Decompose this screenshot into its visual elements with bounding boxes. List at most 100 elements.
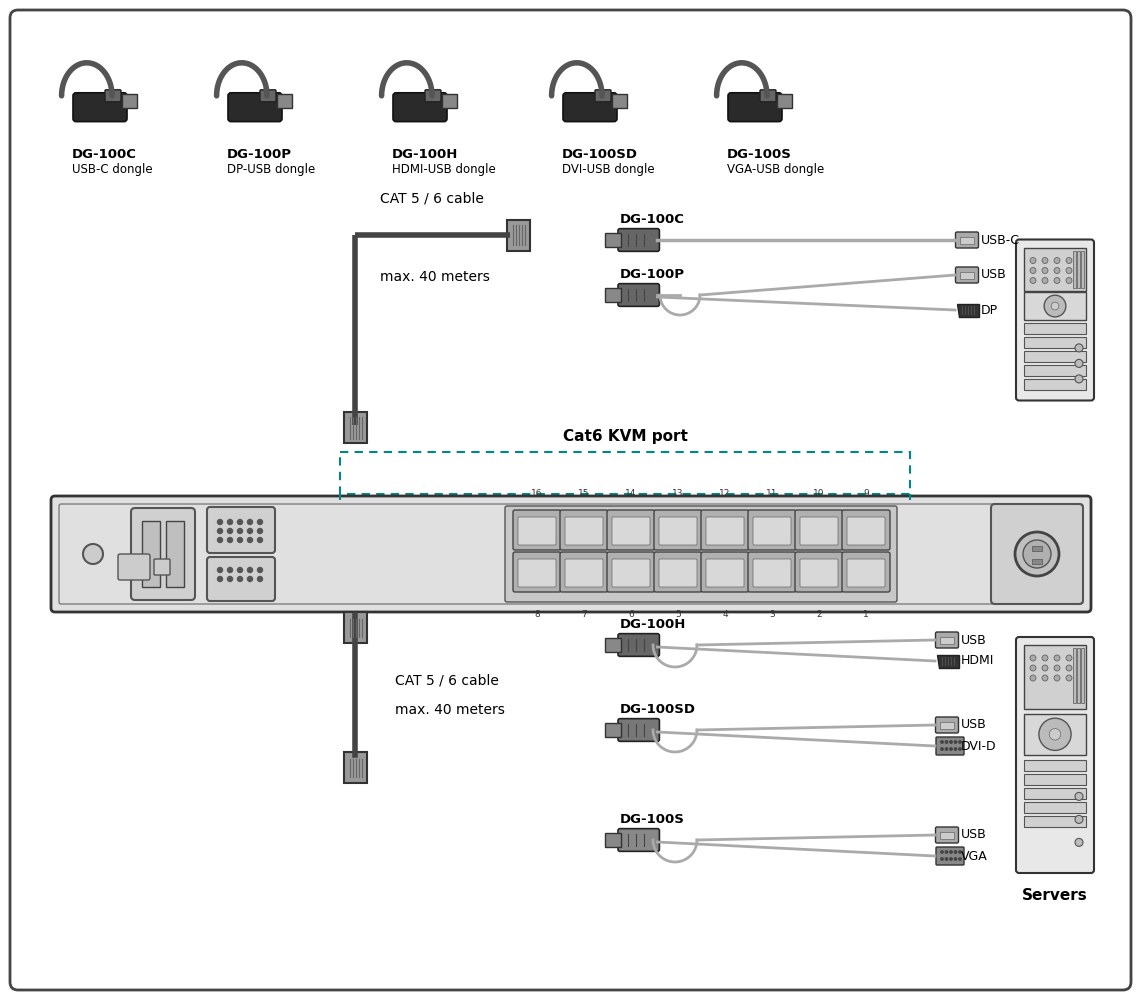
FancyBboxPatch shape [701, 510, 748, 550]
Text: 6: 6 [629, 610, 634, 619]
Circle shape [945, 741, 948, 743]
Circle shape [945, 851, 948, 853]
Bar [940, 832, 954, 838]
Bar [940, 722, 954, 728]
Text: 3: 3 [769, 610, 775, 619]
Text: 14: 14 [625, 489, 637, 498]
Text: DG-100S: DG-100S [620, 813, 685, 826]
Circle shape [83, 544, 103, 564]
Circle shape [1023, 540, 1051, 568]
Text: VGA-USB dongle: VGA-USB dongle [727, 163, 824, 176]
Text: 7: 7 [581, 610, 586, 619]
FancyBboxPatch shape [659, 517, 697, 545]
Circle shape [218, 528, 222, 534]
Text: DG-100S: DG-100S [727, 148, 792, 161]
Circle shape [1066, 257, 1073, 263]
FancyBboxPatch shape [618, 634, 659, 656]
Text: 11: 11 [767, 489, 778, 498]
FancyBboxPatch shape [701, 552, 748, 592]
Text: 16: 16 [532, 489, 543, 498]
Circle shape [1066, 655, 1073, 661]
Circle shape [1030, 655, 1036, 661]
Circle shape [945, 858, 948, 860]
Text: 12: 12 [719, 489, 730, 498]
Circle shape [1075, 375, 1083, 383]
Circle shape [1015, 532, 1059, 576]
Text: DVI-D: DVI-D [961, 740, 996, 752]
Circle shape [258, 528, 262, 534]
Bar [1023, 351, 1086, 362]
Circle shape [941, 741, 944, 743]
FancyBboxPatch shape [606, 288, 621, 302]
Bar [1023, 802, 1086, 813]
FancyBboxPatch shape [518, 517, 556, 545]
FancyBboxPatch shape [141, 521, 160, 587]
FancyBboxPatch shape [207, 557, 275, 601]
Text: Servers: Servers [1022, 888, 1087, 903]
FancyBboxPatch shape [842, 510, 890, 550]
FancyBboxPatch shape [393, 93, 447, 122]
Circle shape [248, 568, 252, 572]
Text: DG-100H: DG-100H [393, 148, 459, 161]
Circle shape [248, 538, 252, 542]
Circle shape [1066, 267, 1073, 273]
Circle shape [1044, 295, 1066, 317]
FancyBboxPatch shape [760, 90, 776, 102]
Circle shape [1054, 277, 1060, 284]
Bar [1081, 648, 1084, 703]
FancyBboxPatch shape [607, 552, 655, 592]
FancyBboxPatch shape [847, 559, 885, 587]
Circle shape [218, 520, 222, 524]
Text: 10: 10 [814, 489, 825, 498]
FancyBboxPatch shape [424, 90, 442, 102]
Circle shape [1066, 675, 1073, 681]
FancyBboxPatch shape [654, 552, 702, 592]
Circle shape [227, 538, 233, 542]
Circle shape [248, 528, 252, 534]
Text: DP-USB dongle: DP-USB dongle [227, 163, 315, 176]
Bar [1077, 250, 1081, 288]
FancyBboxPatch shape [800, 559, 837, 587]
Circle shape [1066, 277, 1073, 284]
Text: max. 40 meters: max. 40 meters [380, 270, 489, 284]
Circle shape [1075, 838, 1083, 846]
FancyBboxPatch shape [565, 559, 602, 587]
Circle shape [1042, 267, 1047, 273]
FancyBboxPatch shape [936, 717, 958, 733]
Circle shape [1050, 729, 1061, 740]
FancyBboxPatch shape [507, 220, 529, 250]
Circle shape [1030, 665, 1036, 671]
Bar [1023, 714, 1086, 755]
Text: USB: USB [961, 718, 987, 732]
FancyBboxPatch shape [607, 510, 655, 550]
Text: USB-C: USB-C [981, 233, 1020, 246]
Circle shape [949, 748, 953, 750]
Circle shape [1054, 675, 1060, 681]
Text: 8: 8 [534, 610, 540, 619]
FancyBboxPatch shape [154, 559, 170, 575]
Text: 4: 4 [722, 610, 728, 619]
Circle shape [941, 851, 944, 853]
FancyBboxPatch shape [753, 559, 791, 587]
Text: 13: 13 [672, 489, 683, 498]
Circle shape [237, 528, 243, 534]
FancyBboxPatch shape [842, 552, 890, 592]
Text: 15: 15 [578, 489, 590, 498]
Text: USB-C dongle: USB-C dongle [72, 163, 153, 176]
FancyBboxPatch shape [795, 510, 843, 550]
Circle shape [258, 538, 262, 542]
Bar [1023, 774, 1086, 785]
FancyBboxPatch shape [955, 232, 979, 248]
Text: VGA: VGA [961, 850, 988, 862]
Bar [1023, 788, 1086, 799]
Circle shape [1042, 665, 1047, 671]
FancyBboxPatch shape [795, 552, 843, 592]
FancyBboxPatch shape [165, 521, 184, 587]
FancyBboxPatch shape [748, 552, 796, 592]
Circle shape [945, 748, 948, 750]
FancyBboxPatch shape [343, 412, 366, 442]
Circle shape [258, 520, 262, 524]
Circle shape [237, 520, 243, 524]
Circle shape [954, 741, 956, 743]
Bar [1023, 645, 1086, 709]
